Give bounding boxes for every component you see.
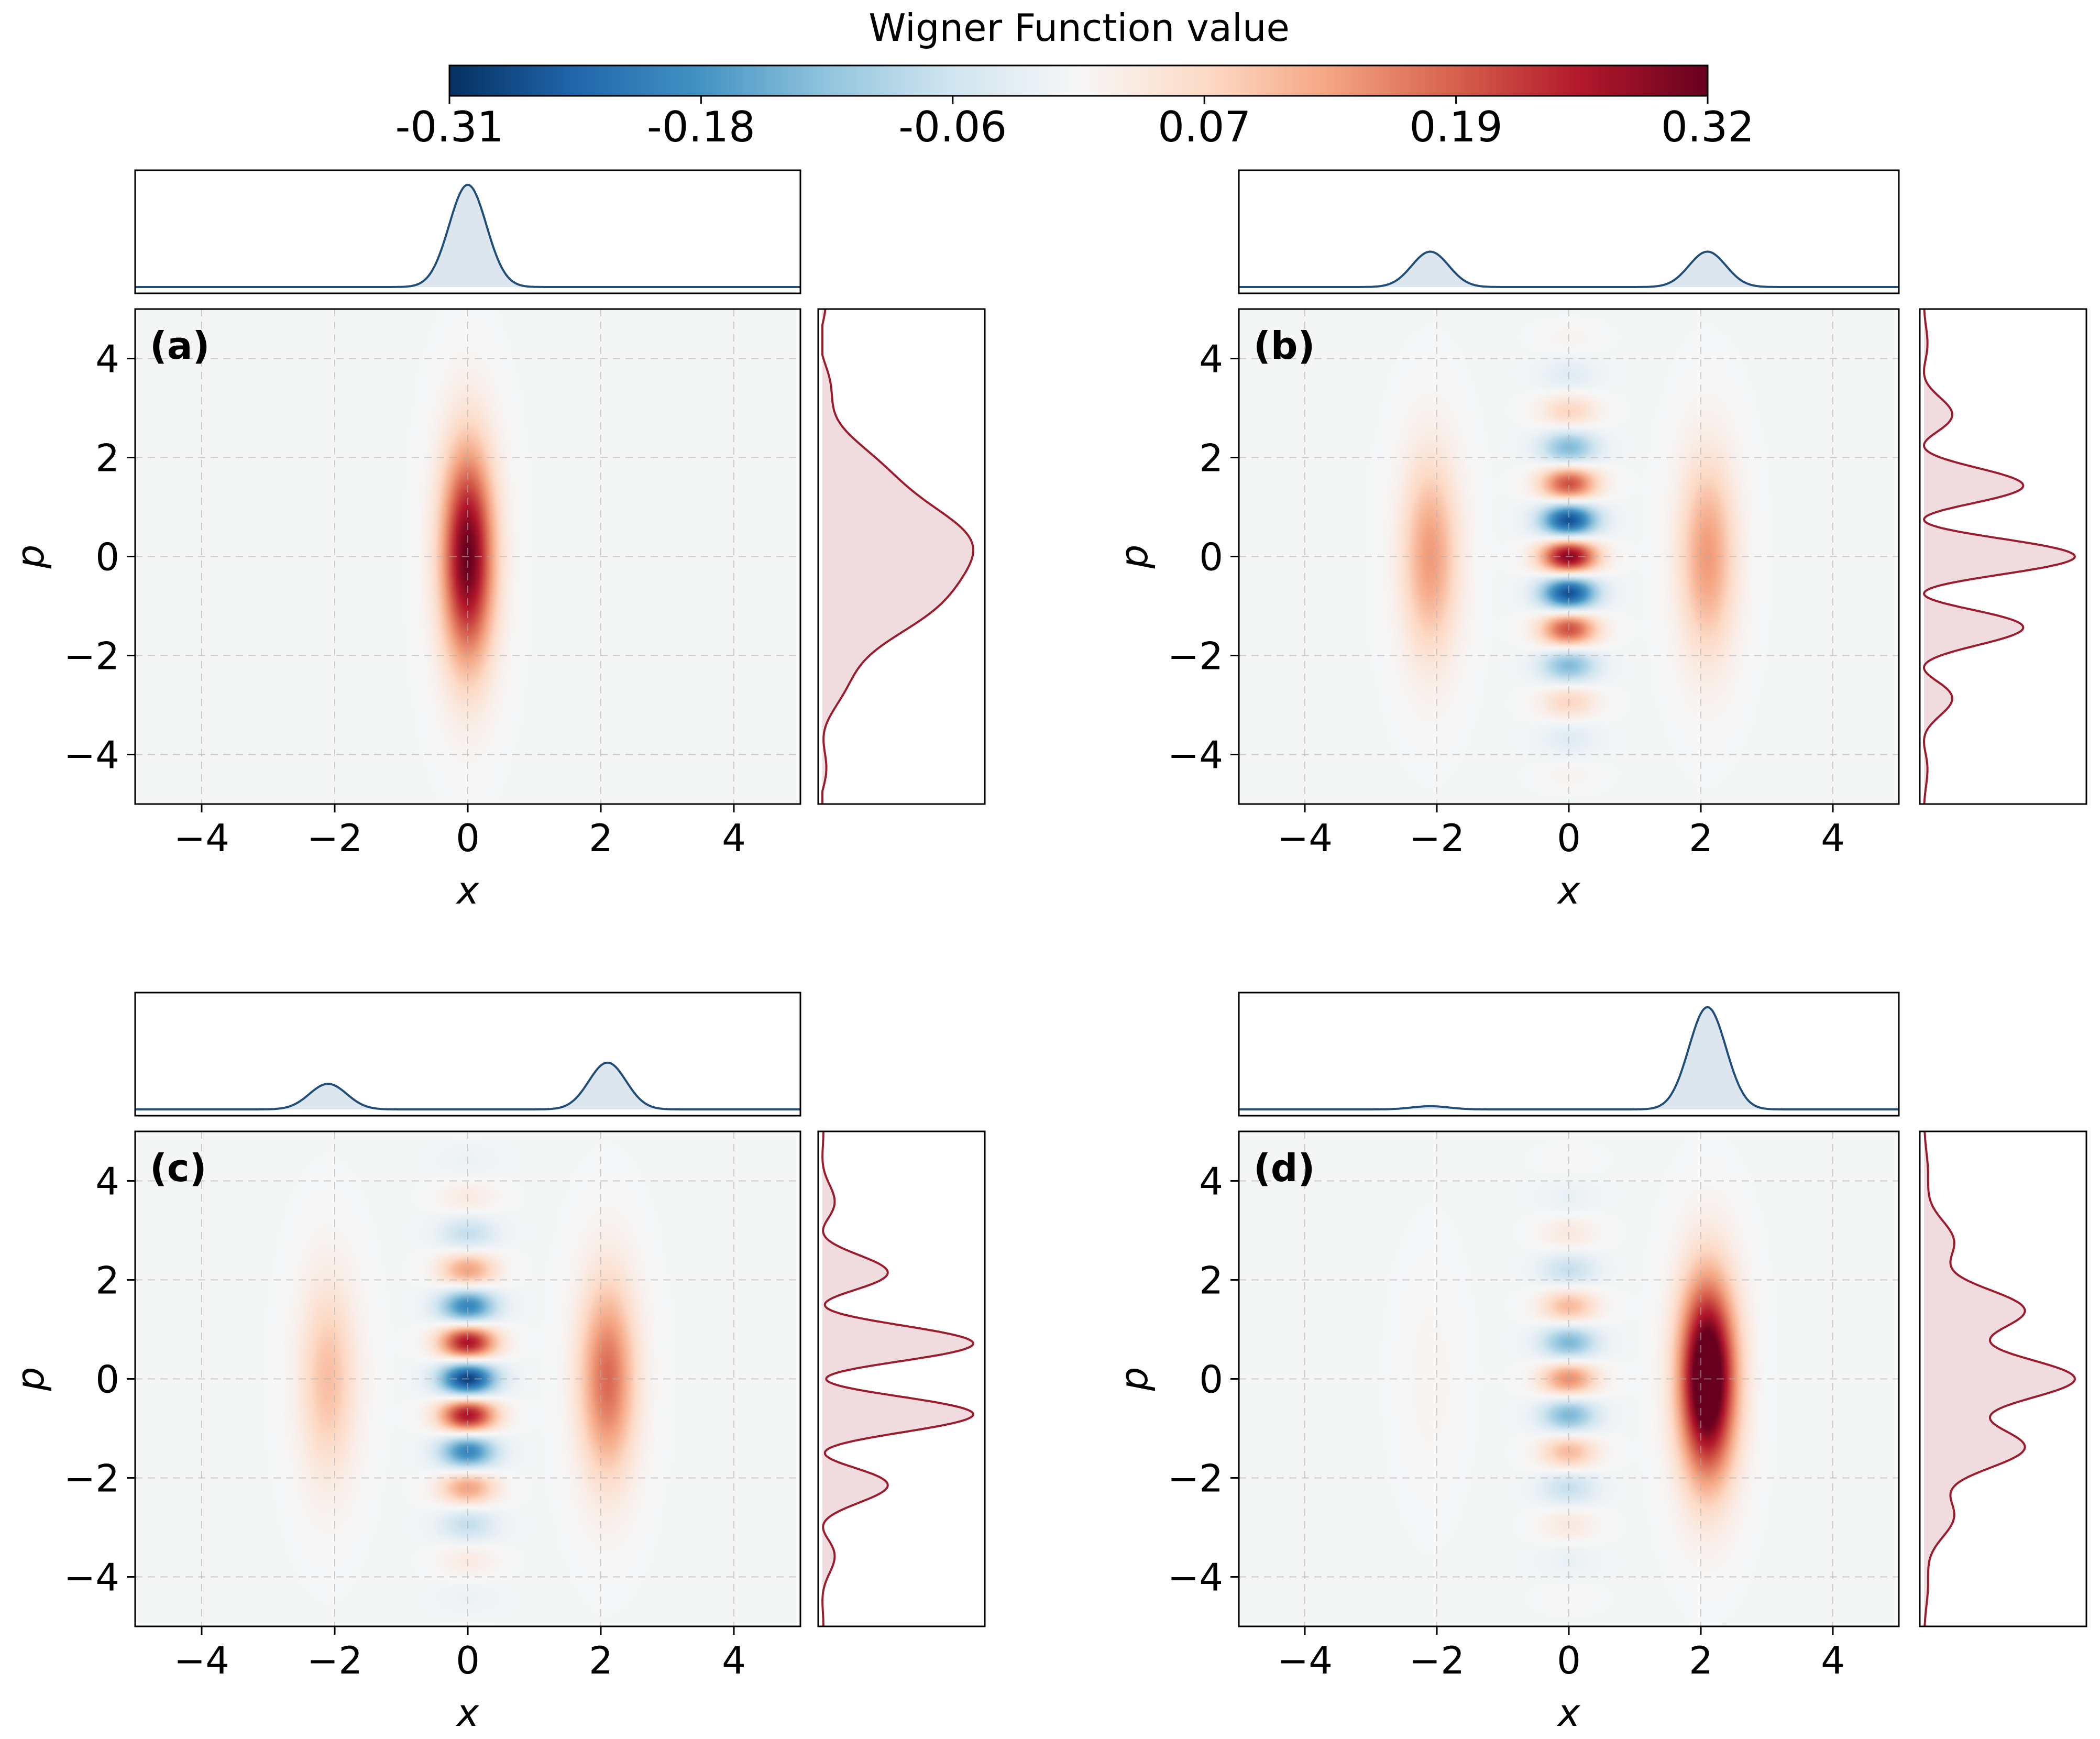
x-marginal-line: [1239, 250, 1899, 288]
x-axis-label: x: [456, 868, 480, 912]
x-tick-label: 2: [1689, 1638, 1713, 1682]
p-marginal-frame: [1919, 308, 2087, 805]
x-axis-label: x: [1557, 1691, 1581, 1735]
y-tick-label: −4: [64, 1556, 119, 1600]
x-tick-label: −2: [1409, 1638, 1465, 1682]
x-tick-label: 2: [589, 1638, 613, 1682]
colorbar-tick-label: 0.19: [1410, 103, 1503, 151]
colorbar-tick-label: -0.31: [395, 103, 504, 151]
x-tick-label: 4: [722, 816, 746, 860]
x-marginal-fill: [1239, 1007, 1899, 1109]
p-marginal-line: [821, 1131, 975, 1626]
y-tick-label: −2: [1168, 1457, 1223, 1501]
y-axis-label: p: [8, 1367, 52, 1392]
y-tick-label: 4: [95, 337, 119, 381]
x-tick-label: −2: [307, 816, 362, 860]
p-marginal-frame: [1919, 1130, 2087, 1627]
p-marginal-fill: [822, 309, 973, 804]
p-marginal-line: [1922, 309, 2076, 805]
x-marginal-frame: [134, 992, 801, 1117]
x-tick-label: 4: [722, 1638, 746, 1682]
colorbar: Wigner Function value -0.31 -0.18 -0.06 0.0…: [395, 6, 1755, 151]
y-tick-label: −4: [64, 733, 119, 777]
y-tick-label: 2: [95, 436, 119, 480]
x-tick-label: 0: [1557, 1638, 1581, 1682]
x-tick-label: −4: [174, 816, 229, 860]
panels: (a)−4−4−2−2002244xp(b)−4−4−2−2002244xp(c…: [8, 169, 2087, 1735]
colorbar-tick-label: 0.32: [1661, 103, 1754, 151]
y-tick-label: 4: [95, 1160, 119, 1204]
p-marginal-frame: [817, 1130, 986, 1627]
x-tick-label: 0: [456, 1638, 480, 1682]
x-tick-label: 2: [1689, 816, 1713, 860]
panel-label: (a): [150, 324, 210, 368]
p-marginal-frame: [817, 308, 986, 805]
x-axis-label: x: [1557, 868, 1581, 912]
p-marginal-fill: [822, 1131, 973, 1626]
y-tick-label: 2: [95, 1259, 119, 1303]
panel-2: (c) −4 −4 −2 −2 0 0 2 2 4 4 x p: [8, 992, 986, 1735]
x-marginal-line: [1239, 1006, 1899, 1110]
x-tick-label: −4: [174, 1638, 229, 1682]
p-marginal-fill: [1924, 1131, 2075, 1626]
y-tick-label: 4: [1199, 337, 1223, 381]
x-marginal-line: [135, 1061, 800, 1110]
y-tick-label: −2: [64, 1457, 119, 1501]
p-marginal-fill: [1924, 309, 2075, 804]
x-tick-label: −2: [307, 1638, 362, 1682]
x-marginal-frame: [1238, 169, 1900, 294]
x-marginal-fill: [135, 1062, 800, 1109]
y-tick-label: 2: [1199, 436, 1223, 480]
y-tick-label: −4: [1168, 1556, 1223, 1600]
x-tick-label: 4: [1821, 1638, 1845, 1682]
x-tick-label: −4: [1277, 816, 1333, 860]
colorbar-tick-label: -0.06: [898, 103, 1007, 151]
y-tick-label: 0: [1199, 1358, 1223, 1402]
x-tick-label: 4: [1821, 816, 1845, 860]
x-marginal-fill: [135, 184, 800, 287]
p-marginal-line: [1923, 1131, 2076, 1627]
x-marginal-frame: [134, 169, 801, 294]
x-tick-label: 0: [456, 816, 480, 860]
y-tick-label: 0: [1199, 535, 1223, 579]
y-tick-label: −4: [1168, 733, 1223, 777]
y-tick-label: 0: [95, 535, 119, 579]
panel-label: (c): [150, 1146, 207, 1190]
x-tick-label: −4: [1277, 1638, 1333, 1682]
colorbar-ticks: -0.31 -0.18 -0.06 0.07 0.19 0.32: [395, 96, 1754, 151]
y-tick-label: −2: [1168, 634, 1223, 678]
x-marginal-line: [135, 183, 800, 288]
y-tick-label: 4: [1199, 1160, 1223, 1204]
p-marginal-line: [821, 309, 974, 804]
panel-label: (d): [1254, 1146, 1315, 1190]
colorbar-gradient: [448, 64, 1709, 97]
x-tick-label: −2: [1409, 816, 1465, 860]
y-tick-label: 2: [1199, 1259, 1223, 1303]
x-tick-label: 0: [1557, 816, 1581, 860]
y-axis-label: p: [8, 545, 52, 569]
colorbar-tick-label: 0.07: [1158, 103, 1251, 151]
x-tick-label: 2: [589, 816, 613, 860]
y-axis-label: p: [1112, 1367, 1156, 1392]
panel-label: (b): [1254, 324, 1315, 368]
x-marginal-frame: [1238, 992, 1900, 1117]
y-tick-label: 0: [95, 1358, 119, 1402]
y-axis-label: p: [1112, 545, 1156, 569]
x-axis-label: x: [456, 1691, 480, 1735]
y-tick-label: −2: [64, 634, 119, 678]
panel-3: (d) −4 −4 −2 −2 0 0 2 2 4 4 x p: [1112, 992, 2087, 1735]
panel-0: (a) −4 −4 −2 −2 0 0 2 2 4 4 x p: [8, 169, 986, 912]
panel-1: (b) −4 −4 −2 −2 0 0 2 2 4 4 x p: [1112, 169, 2087, 912]
x-marginal-fill: [1239, 251, 1899, 287]
colorbar-tick-label: -0.18: [647, 103, 755, 151]
colorbar-label: Wigner Function value: [868, 6, 1290, 50]
